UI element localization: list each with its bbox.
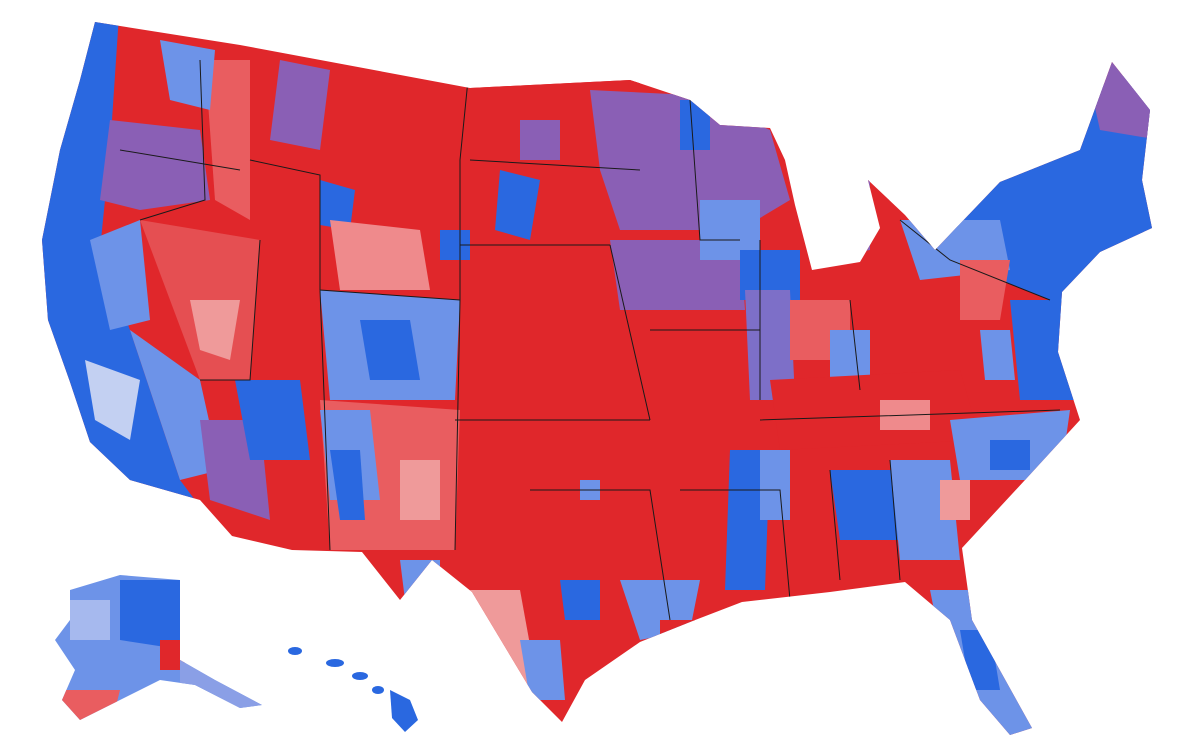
alaska [55,575,262,720]
hawaii [288,647,418,732]
